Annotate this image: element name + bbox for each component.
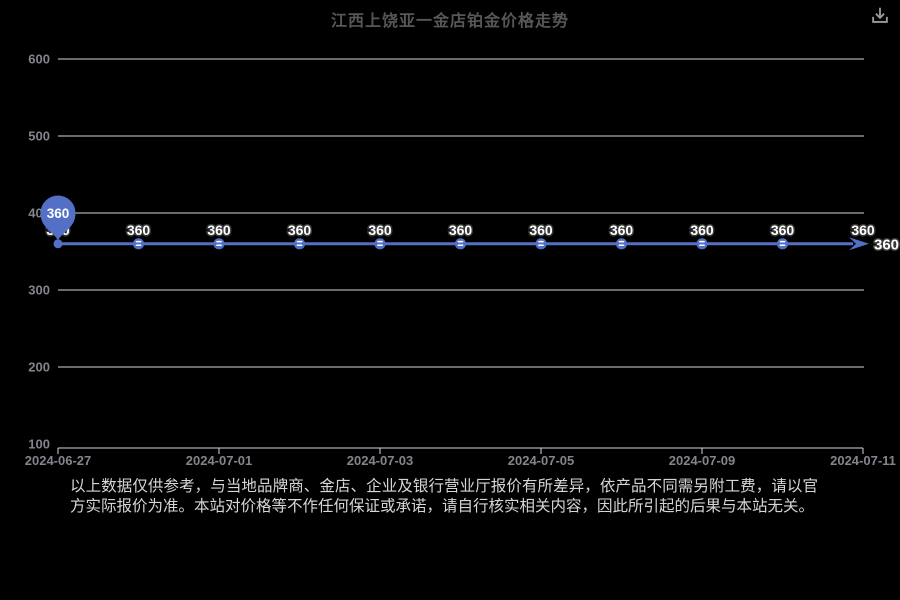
- point-value-label: 360: [449, 222, 473, 238]
- data-point-marker: [132, 238, 145, 250]
- point-value-label: 360: [288, 222, 312, 238]
- data-point-marker: [293, 238, 306, 250]
- data-point-marker: [213, 238, 225, 250]
- point-value-label: 360: [368, 222, 392, 238]
- page-title: 江西上饶亚一金店铂金价格走势: [330, 13, 569, 30]
- x-axis-label: 2024-07-03: [347, 453, 414, 468]
- max-value-pin: [40, 195, 76, 240]
- x-axis-label: 2024-07-09: [669, 453, 736, 468]
- data-point-marker: [776, 238, 789, 250]
- x-axis-label: 2024-06-27: [25, 453, 92, 468]
- point-value-label: 360: [127, 222, 151, 238]
- pin-value-label: 360: [47, 206, 70, 221]
- download-button[interactable]: [867, 3, 893, 29]
- point-value-label: 360: [610, 222, 634, 238]
- series-end-label: 360: [874, 236, 899, 253]
- disclaimer-text: 以上数据仅供参考，与当地品牌商、金店、企业及银行营业厅报价有所差异，依产品不同需…: [70, 478, 818, 515]
- data-point-marker: [454, 238, 467, 250]
- y-axis-label: 100: [28, 437, 50, 452]
- x-axis-label: 2024-07-01: [186, 453, 253, 468]
- point-value-label: 360: [529, 222, 553, 238]
- download-icon: [872, 7, 888, 23]
- data-point-marker: [615, 238, 628, 250]
- data-point-marker: [696, 238, 708, 250]
- point-value-label: 360: [207, 222, 231, 238]
- y-axis-label: 200: [28, 360, 50, 375]
- data-point-marker: [535, 238, 547, 250]
- data-point-marker: [374, 238, 386, 250]
- point-value-label: 360: [690, 222, 714, 238]
- x-axis-label: 2024-07-05: [508, 453, 575, 468]
- point-value-label: 360: [851, 222, 875, 238]
- point-value-label: 360: [771, 222, 795, 238]
- y-axis-label: 500: [28, 129, 50, 144]
- y-axis-label: 300: [28, 283, 50, 298]
- x-axis-label: 2024-07-11: [830, 453, 896, 468]
- y-axis-label: 600: [28, 52, 50, 67]
